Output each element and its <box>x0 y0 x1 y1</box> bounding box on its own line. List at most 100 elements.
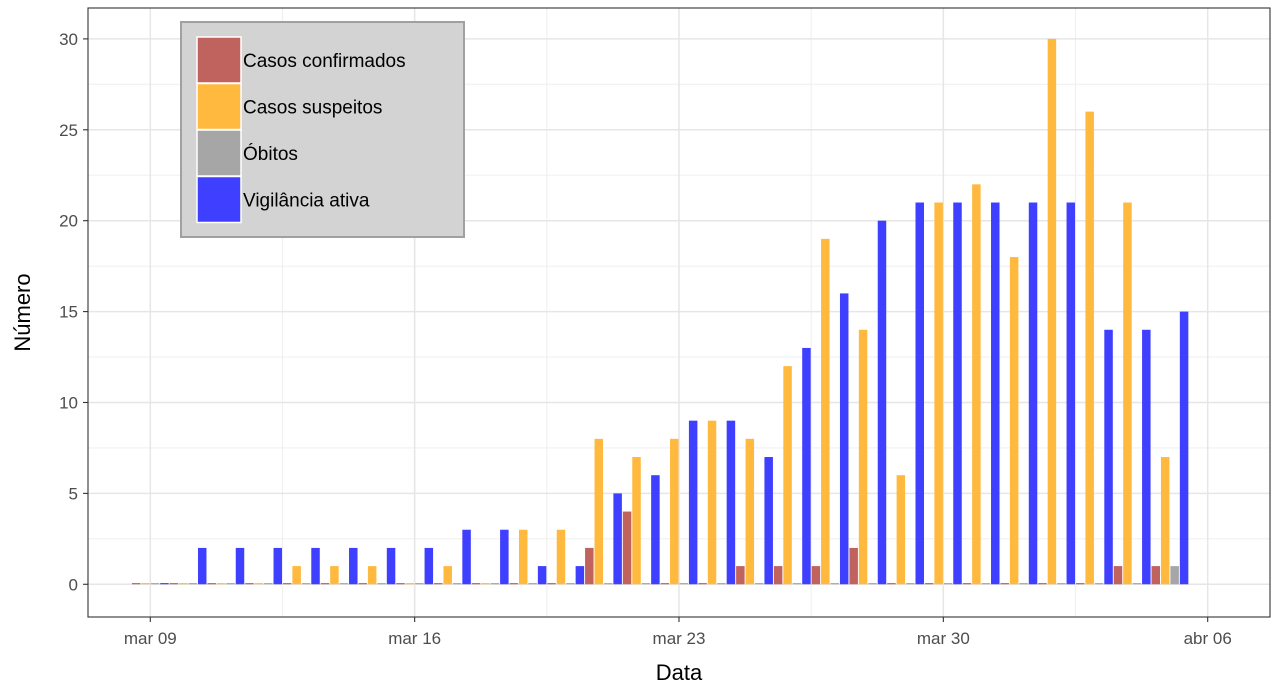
bar <box>311 547 320 585</box>
x-tick-label: mar 16 <box>388 629 441 648</box>
axes: 0 5 10 15 20 25 30 mar 09 mar 16 mar 23 mar 30 abr … <box>59 30 1232 648</box>
bar <box>254 583 264 585</box>
bar <box>1047 38 1057 585</box>
bar <box>1094 583 1104 585</box>
bar <box>991 202 1000 585</box>
bar <box>207 583 216 585</box>
bar <box>556 529 566 585</box>
y-tick-label: 20 <box>59 212 78 231</box>
bar <box>424 547 434 585</box>
bar <box>273 547 283 585</box>
legend-key <box>196 129 242 177</box>
bar <box>783 366 792 585</box>
bar <box>906 583 915 585</box>
bar <box>481 583 490 585</box>
y-tick-label: 15 <box>59 303 78 322</box>
bar <box>339 583 349 585</box>
bar <box>518 529 528 585</box>
y-tick-label: 10 <box>59 393 78 412</box>
bar <box>292 566 301 585</box>
bar <box>972 184 981 585</box>
bar <box>821 238 830 585</box>
bar <box>443 566 452 585</box>
bar <box>235 547 245 585</box>
bar <box>641 583 651 585</box>
bar <box>320 583 330 585</box>
bar <box>1085 111 1094 585</box>
x-tick-label: mar 09 <box>124 629 177 648</box>
bar <box>707 420 717 585</box>
bar <box>754 583 764 585</box>
y-tick-label: 0 <box>69 575 78 594</box>
bar <box>877 220 887 585</box>
bar <box>1151 566 1161 585</box>
bar <box>726 420 736 585</box>
bar <box>1104 329 1113 585</box>
bar <box>1019 583 1028 585</box>
bar <box>226 583 235 585</box>
bar <box>688 420 698 585</box>
bar <box>1038 583 1047 585</box>
bar <box>405 583 415 585</box>
bar <box>330 566 339 585</box>
bar <box>811 566 821 585</box>
bar <box>792 583 802 585</box>
bar <box>471 583 481 585</box>
bar <box>1057 583 1066 585</box>
legend: Casos confirmados Casos suspeitos Óbitos Vi… <box>180 21 465 238</box>
legend-label: Casos confirmados <box>243 51 406 72</box>
bar <box>981 583 991 585</box>
bar <box>868 583 877 585</box>
legend-label: Casos suspeitos <box>243 98 382 119</box>
bar <box>962 583 972 585</box>
bar <box>1028 202 1038 585</box>
bar <box>160 583 169 585</box>
bar <box>1170 566 1179 585</box>
bar <box>1142 329 1151 585</box>
bar <box>245 583 254 585</box>
bar <box>169 583 179 585</box>
bar <box>188 583 198 585</box>
bar <box>462 529 471 585</box>
bar <box>216 583 226 585</box>
bar <box>830 583 840 585</box>
bar <box>264 583 273 585</box>
bar <box>802 347 811 585</box>
bar <box>651 475 660 585</box>
bar <box>849 547 858 585</box>
bar <box>415 583 424 585</box>
y-axis-title: Número <box>10 273 35 351</box>
y-tick-label: 30 <box>59 30 78 49</box>
bar <box>1160 457 1170 585</box>
bar <box>1132 583 1142 585</box>
bar <box>943 583 953 585</box>
bar <box>603 583 613 585</box>
bar <box>594 438 604 585</box>
bar <box>282 583 292 585</box>
bar <box>547 583 556 585</box>
bar <box>528 583 537 585</box>
bar <box>386 547 396 585</box>
legend-label: Óbitos <box>243 143 298 165</box>
bar <box>1066 202 1076 585</box>
legend-label: Vigilância ativa <box>243 191 370 212</box>
bar <box>1009 257 1019 585</box>
bars <box>131 38 1189 585</box>
bar <box>197 547 207 585</box>
bar <box>349 547 358 585</box>
bar <box>915 202 924 585</box>
bar <box>839 293 849 585</box>
x-tick-label: mar 23 <box>653 629 706 648</box>
bar <box>736 566 745 585</box>
y-tick-label: 5 <box>69 484 78 503</box>
bar <box>301 583 311 585</box>
bar <box>670 438 679 585</box>
bar <box>434 583 443 585</box>
bar <box>150 583 160 585</box>
bar <box>358 583 367 585</box>
bar <box>1075 583 1085 585</box>
bar <box>660 583 670 585</box>
x-tick-label: abr 06 <box>1184 629 1232 648</box>
bar <box>773 566 783 585</box>
